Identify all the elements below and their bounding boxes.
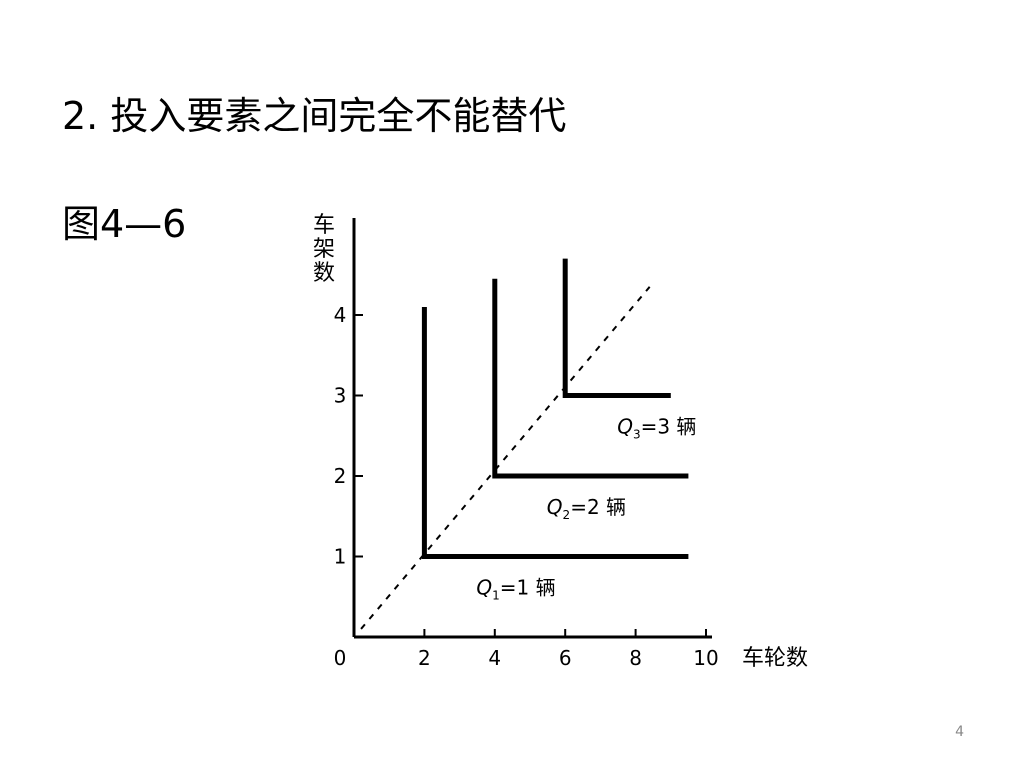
figure-label: 图4—6	[62, 202, 187, 246]
label-layer: 车轮数 车架数 Q1=1 辆 Q2=2 辆 Q3=3 辆	[313, 213, 808, 671]
isoquant-label-q2: Q2=2 辆	[547, 495, 626, 522]
expansion-path-layer	[360, 286, 651, 630]
y-tick-label-4: 4	[334, 303, 347, 327]
x-tick-label-10: 10	[693, 646, 718, 670]
isoquant-label-q3: Q3=3 辆	[617, 415, 696, 442]
x-tick-label-2: 2	[418, 646, 431, 670]
isoquant-q2	[492, 278, 689, 479]
y-tick-label-1: 1	[334, 545, 347, 569]
expansion-path-line	[360, 286, 651, 630]
x-tick-label-6: 6	[559, 646, 572, 670]
y-tick-label-3: 3	[334, 384, 347, 408]
y-tick-label-2: 2	[334, 464, 347, 488]
chart-axes	[352, 218, 712, 639]
y-axis-label: 车架数	[313, 213, 335, 286]
page-number: 4	[955, 724, 964, 740]
isoquant-q3	[562, 258, 671, 398]
x-tick-label-8: 8	[629, 646, 642, 670]
x-axis-label: 车轮数	[742, 646, 808, 671]
x-tick-label-0: 0	[334, 646, 347, 670]
x-tick-label-4: 4	[488, 646, 501, 670]
isoquants-layer	[421, 258, 689, 559]
isoquant-q1	[421, 306, 689, 559]
slide-heading: 2. 投入要素之间完全不能替代	[62, 94, 567, 138]
isoquant-label-q1: Q1=1 辆	[476, 576, 555, 603]
